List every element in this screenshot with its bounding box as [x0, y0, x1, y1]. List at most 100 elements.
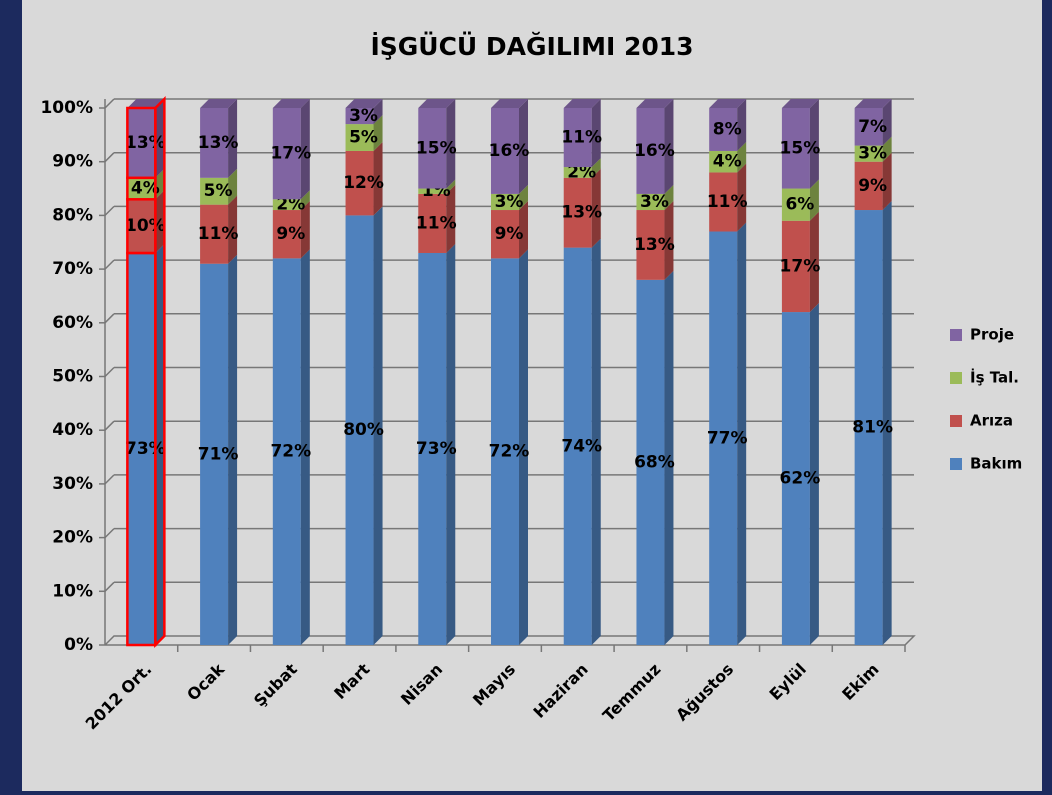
bar-segment	[781, 211, 819, 313]
y-tick-label: 80%	[52, 205, 93, 225]
bar-front	[781, 220, 810, 313]
bar-front	[491, 210, 519, 259]
bar-segment	[127, 243, 165, 646]
bar-side	[737, 99, 747, 151]
bar-front	[563, 108, 592, 168]
value-label: 5%	[204, 181, 233, 201]
value-label: 4%	[713, 152, 742, 172]
bar-segment	[272, 249, 310, 646]
bar-segment	[636, 270, 674, 645]
bar-segment	[272, 190, 310, 211]
bar-segment	[854, 136, 892, 162]
bar-front	[636, 210, 665, 280]
bar-front	[200, 263, 229, 645]
bar-segment	[418, 184, 456, 253]
value-label: 62%	[780, 469, 821, 489]
grid-line	[104, 313, 115, 324]
bar-segment	[491, 201, 528, 259]
value-label: 17%	[270, 144, 311, 164]
value-label: 72%	[489, 442, 530, 462]
bar-side	[228, 99, 238, 178]
bar-segment	[781, 179, 819, 221]
bar-segment	[563, 238, 601, 645]
grid-line	[104, 581, 115, 592]
bar-segment	[636, 201, 674, 280]
bar-side	[155, 243, 165, 646]
bar-side	[446, 243, 456, 646]
bar-segment	[272, 99, 310, 200]
grid-line	[104, 98, 115, 109]
y-tick-label: 40%	[52, 420, 93, 440]
bar-segment	[345, 99, 383, 125]
value-label: 9%	[495, 224, 524, 244]
bar-front	[781, 188, 810, 221]
bar-front	[200, 177, 229, 205]
bar-front	[563, 177, 592, 248]
grid-line	[104, 528, 115, 539]
bar-segment	[491, 249, 528, 646]
bar-side	[591, 158, 601, 178]
value-label: 80%	[343, 420, 384, 440]
bar-side	[300, 201, 310, 259]
value-label: 8%	[713, 119, 742, 139]
value-label: 13%	[634, 235, 675, 255]
bar-side	[809, 211, 819, 313]
bar-side	[882, 201, 892, 645]
value-label: 3%	[858, 144, 887, 164]
bar-top	[709, 99, 747, 108]
chart-title: İŞGÜCÜ DAĞILIMI 2013	[370, 31, 693, 61]
bar-segment	[854, 152, 892, 211]
value-label: 13%	[198, 133, 239, 153]
legend-label: Bakım	[970, 455, 1022, 473]
value-label: 2%	[276, 195, 305, 215]
value-label: 77%	[707, 428, 748, 448]
bar-side	[519, 99, 528, 194]
bar-front	[854, 108, 883, 146]
bar-segment	[563, 158, 601, 178]
bar-top	[127, 99, 165, 108]
grid-line	[104, 420, 115, 431]
y-tick-label: 100%	[40, 98, 93, 118]
bar-front	[781, 312, 810, 645]
value-label: 15%	[780, 138, 821, 158]
bar-top	[200, 99, 238, 108]
value-label: 68%	[634, 452, 675, 472]
bar-segment	[491, 184, 528, 211]
bar-segment	[345, 141, 383, 216]
bar-front	[854, 161, 883, 211]
bar-side	[882, 136, 892, 162]
legend-label: Proje	[970, 326, 1014, 344]
bar-front	[418, 188, 447, 194]
bar-segment	[418, 179, 456, 194]
bar-side	[373, 115, 383, 151]
bar-side	[300, 99, 310, 200]
bar-side	[737, 141, 747, 173]
bar-front	[418, 193, 447, 253]
value-label: 81%	[852, 418, 893, 438]
value-label: 72%	[270, 442, 311, 462]
value-label: 9%	[858, 176, 887, 196]
bar-segment	[345, 206, 383, 645]
bar-front	[345, 215, 374, 645]
bar-side	[664, 99, 674, 194]
bar-front	[491, 108, 519, 194]
y-tick-label: 0%	[64, 635, 93, 655]
value-label: 11%	[416, 213, 457, 233]
bar-side	[446, 184, 456, 253]
bar-front	[200, 108, 229, 178]
value-label: 7%	[858, 117, 887, 137]
bar-side	[519, 249, 528, 646]
legend-label: Arıza	[970, 412, 1013, 430]
bar-segment	[636, 184, 674, 211]
bar-segment	[854, 201, 892, 645]
bar-segment	[127, 168, 165, 200]
bar-side	[664, 201, 674, 280]
value-label: 73%	[416, 439, 457, 459]
bar-segment	[345, 115, 383, 151]
bar-front	[127, 108, 156, 178]
bar-segment	[781, 303, 819, 645]
value-label: 3%	[640, 192, 669, 212]
bar-side	[591, 168, 601, 248]
value-label: 73%	[125, 439, 166, 459]
